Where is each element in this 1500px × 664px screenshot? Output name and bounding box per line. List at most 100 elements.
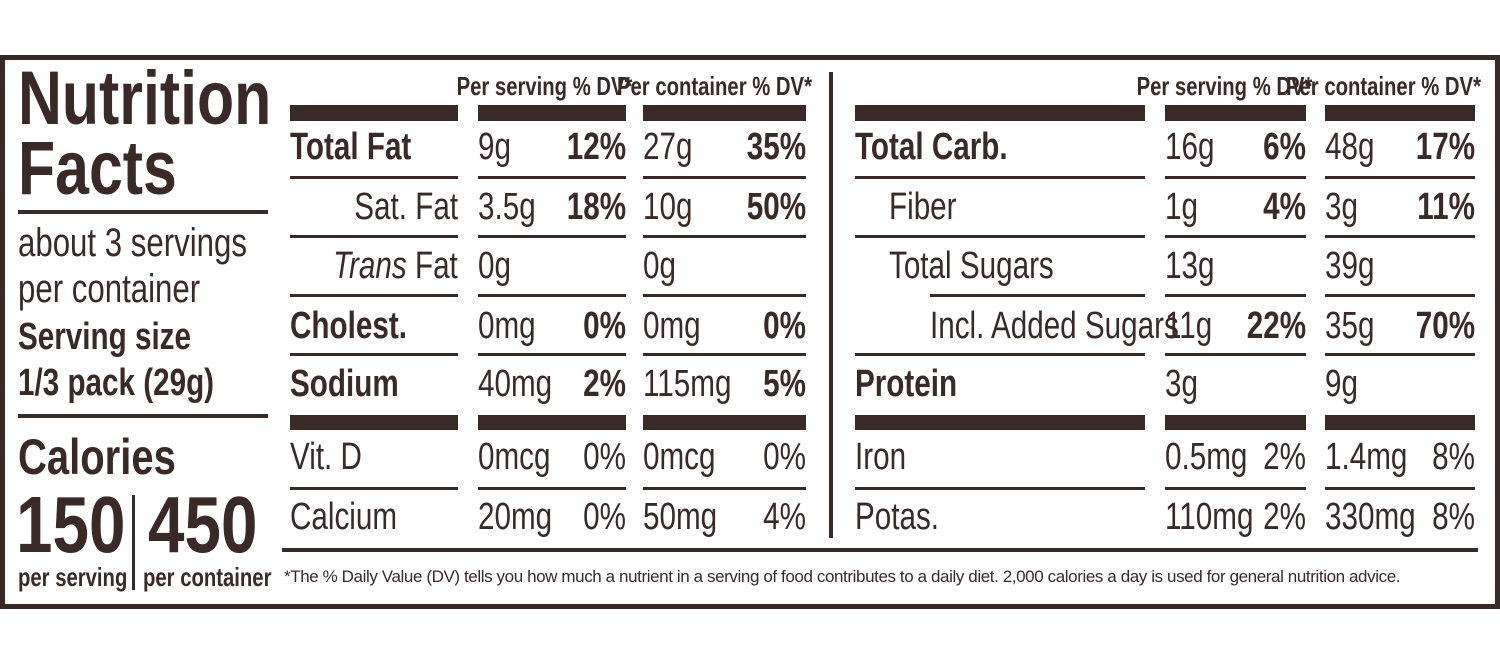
row-divider	[643, 176, 806, 179]
amount-per-serving: 3g	[1165, 363, 1198, 405]
dv-per-container: 8%	[1432, 496, 1475, 538]
servings-per-container: about 3 servings per container	[18, 221, 247, 311]
dv-per-container: 5%	[763, 363, 806, 405]
amount-per-container: 0mcg	[643, 436, 716, 478]
row-divider	[643, 235, 806, 238]
nutrient-label-fiber: Fiber	[889, 186, 957, 228]
per-container-label: per container	[143, 562, 272, 592]
column-header-per-container: Per container % DV*	[1286, 71, 1481, 101]
nutrient-label-incl-added-sugars: Incl. Added Sugars	[930, 305, 1179, 347]
footnote-divider	[282, 548, 1478, 552]
dv-per-serving: 0%	[583, 436, 626, 478]
dv-per-container: 0%	[763, 436, 806, 478]
row-divider	[478, 353, 626, 356]
amount-per-serving: 0.5mg	[1165, 436, 1248, 478]
amount-per-serving: 0g	[478, 245, 511, 287]
row-divider	[1325, 176, 1475, 179]
amount-per-container: 48g	[1325, 126, 1375, 168]
nutrient-label-total-carb: Total Carb.	[855, 126, 1008, 168]
amount-per-serving: 40mg	[478, 363, 553, 405]
amount-per-serving: 110mg	[1165, 496, 1254, 538]
dv-per-container: 0%	[763, 305, 806, 347]
dv-per-serving: 12%	[566, 126, 626, 168]
row-divider	[855, 353, 1145, 356]
thick-bar	[478, 415, 626, 430]
amount-per-container: 35g	[1325, 305, 1375, 347]
nutrient-label-trans-fat: Trans Fat	[333, 245, 458, 287]
calories-label: Calories	[18, 429, 176, 485]
dv-per-container: 70%	[1415, 305, 1475, 347]
dv-per-container: 4%	[763, 496, 806, 538]
nutrient-label-total-fat: Total Fat	[290, 126, 412, 168]
nutrient-label-protein: Protein	[855, 363, 958, 405]
row-divider	[1165, 235, 1306, 238]
serving-size-value: 1/3 pack (29g)	[18, 362, 215, 404]
row-divider	[478, 235, 626, 238]
row-divider	[478, 487, 626, 490]
dv-per-serving: 2%	[1263, 496, 1306, 538]
row-divider	[930, 294, 1145, 297]
amount-per-serving: 3.5g	[478, 186, 536, 228]
amount-per-container: 39g	[1325, 245, 1375, 287]
amount-per-serving: 9g	[478, 126, 511, 168]
row-divider	[478, 294, 626, 297]
thick-bar	[290, 105, 458, 121]
calories-per-serving: 150	[16, 480, 126, 569]
row-divider	[1325, 294, 1475, 297]
column-header-per-serving: Per serving % DV*	[1136, 71, 1312, 101]
footnote: *The % Daily Value (DV) tells you how mu…	[284, 567, 1401, 586]
dv-per-serving: 6%	[1263, 126, 1306, 168]
amount-per-serving: 0mg	[478, 305, 536, 347]
thick-bar	[643, 415, 806, 430]
dv-per-serving: 0%	[583, 305, 626, 347]
thick-bar	[1165, 105, 1306, 121]
label-title: Nutrition Facts	[18, 56, 272, 211]
column-header-per-container: Per container % DV*	[617, 71, 812, 101]
dv-per-container: 17%	[1415, 126, 1475, 168]
nutrient-label-vit-d: Vit. D	[290, 436, 362, 478]
nutrient-label-calcium: Calcium	[290, 496, 398, 538]
nutrient-label-potas: Potas.	[855, 496, 940, 538]
amount-per-container: 0g	[643, 245, 676, 287]
row-divider	[1325, 353, 1475, 356]
amount-per-container: 3g	[1325, 186, 1358, 228]
thick-bar	[290, 415, 458, 430]
dv-per-serving: 0%	[583, 496, 626, 538]
divider	[18, 414, 268, 418]
dv-per-container: 8%	[1432, 436, 1475, 478]
dv-per-serving: 2%	[1263, 436, 1306, 478]
row-divider	[290, 294, 458, 297]
amount-per-serving: 13g	[1165, 245, 1215, 287]
amount-per-container: 27g	[643, 126, 693, 168]
row-divider	[1165, 353, 1306, 356]
amount-per-serving: 0mcg	[478, 436, 551, 478]
thick-bar	[643, 105, 806, 121]
dv-per-container: 11%	[1417, 186, 1475, 228]
row-divider	[855, 235, 1145, 238]
amount-per-container: 50mg	[643, 496, 718, 538]
row-divider	[1325, 487, 1475, 490]
calories-per-container: 450	[148, 480, 258, 569]
row-divider	[1165, 176, 1306, 179]
amount-per-container: 115mg	[643, 363, 732, 405]
dv-per-container: 50%	[746, 186, 806, 228]
nutrient-label-sat-fat: Sat. Fat	[354, 186, 458, 228]
calories-divider	[132, 495, 135, 590]
nutrient-label-iron: Iron	[855, 436, 907, 478]
amount-per-serving: 16g	[1165, 126, 1215, 168]
thick-bar	[855, 105, 1145, 121]
nutrient-label-cholest: Cholest.	[290, 305, 407, 347]
amount-per-serving: 20mg	[478, 496, 553, 538]
table-divider	[829, 72, 833, 538]
row-divider	[855, 176, 1145, 179]
row-divider	[643, 353, 806, 356]
serving-size-label: Serving size	[18, 316, 191, 358]
thick-bar	[1325, 105, 1475, 121]
thick-bar	[1165, 415, 1306, 430]
row-divider	[1325, 235, 1475, 238]
row-divider	[478, 176, 626, 179]
amount-per-container: 330mg	[1325, 496, 1416, 538]
amount-per-container: 9g	[1325, 363, 1358, 405]
row-divider	[290, 353, 458, 356]
amount-per-serving: 1g	[1165, 186, 1198, 228]
